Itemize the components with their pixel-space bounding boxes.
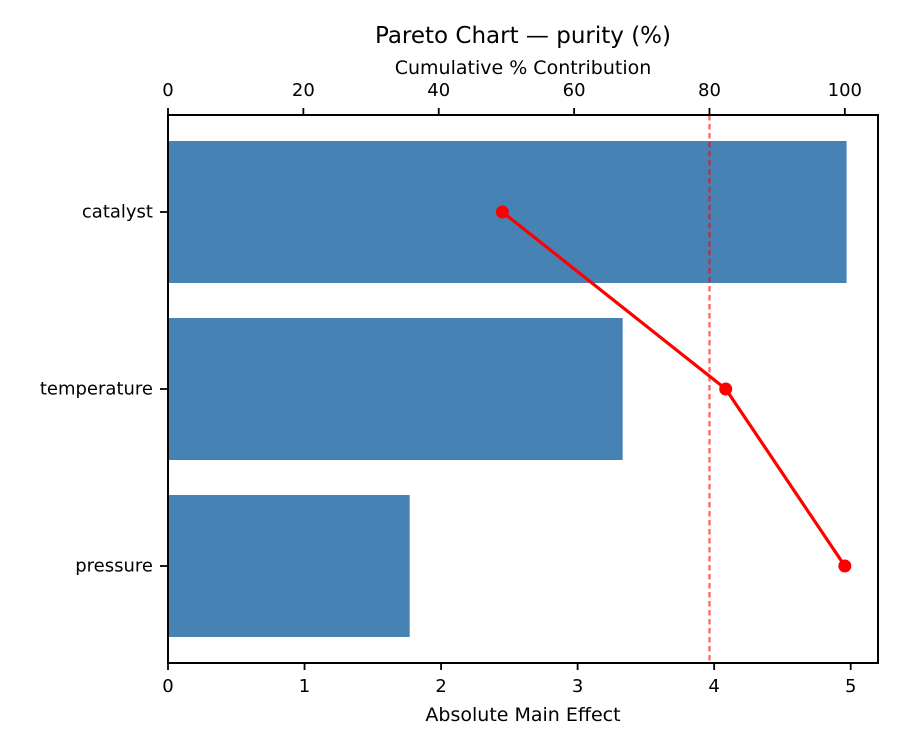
chart-title: Pareto Chart — purity (%)	[374, 23, 672, 49]
top-axis-label: Cumulative % Contribution	[394, 57, 652, 79]
bottom-axis-tick-label: 3	[572, 676, 583, 697]
category-label-pressure: pressure	[75, 555, 153, 577]
bottom-axis-tick-label: 1	[299, 676, 310, 697]
bottom-axis-tick-label: 4	[708, 676, 719, 697]
bar-temperature	[168, 318, 623, 460]
cumulative-marker-catalyst	[495, 205, 509, 219]
top-axis-tick-label: 20	[292, 80, 315, 101]
bar-pressure	[168, 495, 410, 637]
top-axis-tick-label: 100	[828, 80, 862, 101]
bottom-axis-label: Absolute Main Effect	[425, 704, 621, 726]
cumulative-marker-temperature	[719, 382, 733, 396]
bottom-axis-tick-label: 2	[435, 676, 446, 697]
bottom-axis-tick-label: 5	[845, 676, 856, 697]
bottom-axis-tick-label: 0	[162, 676, 173, 697]
category-label-catalyst: catalyst	[81, 201, 153, 223]
top-axis-tick-label: 40	[427, 80, 450, 101]
top-axis-tick-label: 60	[563, 80, 586, 101]
cumulative-marker-pressure	[838, 559, 852, 573]
category-label-temperature: temperature	[39, 378, 153, 400]
top-axis-tick-label: 0	[162, 80, 173, 101]
top-axis-tick-label: 80	[698, 80, 721, 101]
